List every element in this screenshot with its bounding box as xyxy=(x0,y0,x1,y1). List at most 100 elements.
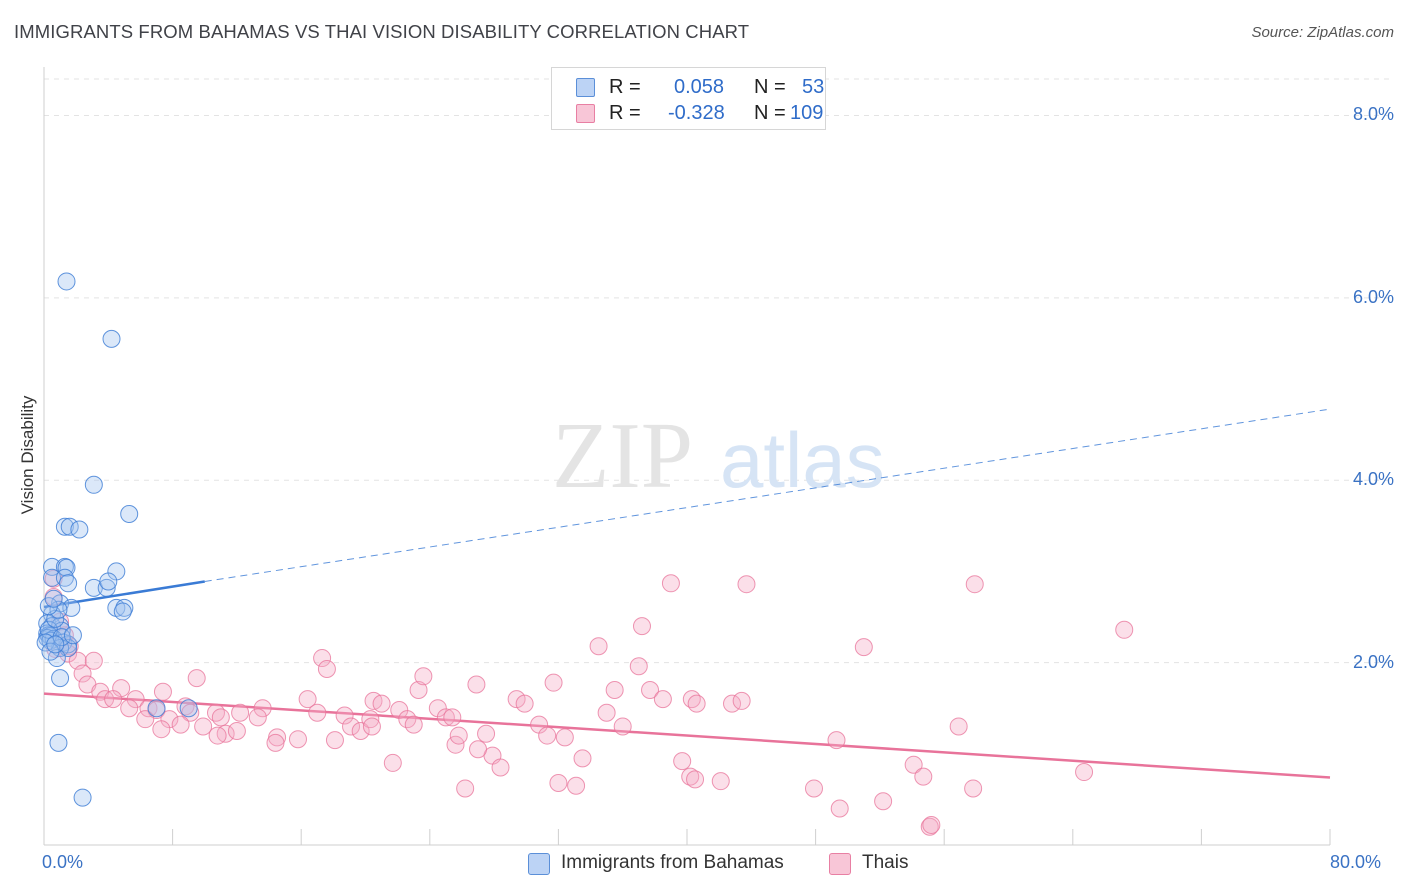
point-thais xyxy=(732,691,751,710)
point-thais xyxy=(613,717,632,736)
point-thais xyxy=(227,722,246,741)
point-thais xyxy=(922,815,941,834)
point-thais xyxy=(436,708,455,727)
point-thais xyxy=(1115,620,1134,639)
point-thais xyxy=(653,690,672,709)
point-thais xyxy=(544,673,563,692)
point-thais xyxy=(313,649,332,668)
data-points xyxy=(36,272,1134,836)
point-bahamas xyxy=(99,572,118,591)
point-thais xyxy=(854,638,873,657)
point-thais xyxy=(152,720,171,739)
point-thais xyxy=(711,772,730,791)
trendline-bahamas xyxy=(43,580,205,609)
point-thais xyxy=(589,637,608,656)
point-thais xyxy=(515,694,534,713)
legend-r-value: 0.058 xyxy=(674,76,725,98)
y-tick-label: 2.0% xyxy=(1352,651,1394,672)
watermark-atlas: atlas xyxy=(720,416,885,504)
point-thais xyxy=(342,717,361,736)
legend-swatch-thais xyxy=(576,104,595,123)
watermark: ZIP atlas xyxy=(552,404,885,508)
point-thais xyxy=(126,690,145,709)
source-credit: Source: ZipAtlas.com xyxy=(1251,24,1394,41)
x-tick-label-min: 0.0% xyxy=(42,852,84,872)
point-thais xyxy=(298,690,317,709)
point-thais xyxy=(351,722,370,741)
bottom-legend-label-thais: Thais xyxy=(862,852,909,873)
point-bahamas xyxy=(113,602,132,621)
point-thais xyxy=(830,799,849,818)
point-thais xyxy=(1075,763,1094,782)
legend-n-label: N = xyxy=(754,102,786,124)
point-thais xyxy=(84,651,103,670)
legend-r-value: -0.328 xyxy=(668,102,725,124)
chart-title: IMMIGRANTS FROM BAHAMAS VS THAI VISION D… xyxy=(14,21,750,42)
point-thais xyxy=(153,682,172,701)
point-thais xyxy=(874,792,893,811)
point-thais xyxy=(661,574,680,593)
point-thais xyxy=(449,726,468,745)
point-bahamas xyxy=(46,635,65,654)
point-bahamas xyxy=(47,649,66,668)
point-bahamas xyxy=(49,733,68,752)
point-thais xyxy=(681,767,700,786)
point-bahamas xyxy=(43,568,62,587)
legend-n-value: 53 xyxy=(802,76,825,98)
y-tick-label: 4.0% xyxy=(1352,469,1394,490)
legend-n-label: N = xyxy=(754,76,786,98)
trendline-bahamas-extended xyxy=(204,408,1331,582)
point-bahamas xyxy=(55,517,74,536)
point-bahamas xyxy=(51,669,70,688)
point-thais xyxy=(629,657,648,676)
axes xyxy=(43,67,1331,846)
point-thais xyxy=(964,779,983,798)
point-bahamas xyxy=(84,475,103,494)
legend-r-label: R = xyxy=(609,76,641,98)
point-thais xyxy=(136,710,155,729)
point-bahamas xyxy=(43,557,62,576)
watermark-zip: ZIP xyxy=(552,404,693,508)
point-thais xyxy=(827,731,846,750)
point-bahamas xyxy=(63,626,82,645)
point-thais xyxy=(404,715,423,734)
y-tick-label: 8.0% xyxy=(1352,104,1394,125)
point-thais xyxy=(187,669,206,688)
point-thais xyxy=(248,708,267,727)
point-thais xyxy=(361,710,380,729)
point-bahamas xyxy=(57,272,76,291)
point-thais xyxy=(120,699,139,718)
point-thais xyxy=(477,724,496,743)
point-bahamas xyxy=(120,504,139,523)
point-thais xyxy=(914,767,933,786)
point-bahamas xyxy=(73,788,92,807)
point-thais xyxy=(335,706,354,725)
point-thais xyxy=(804,779,823,798)
point-thais xyxy=(555,728,574,747)
point-thais xyxy=(687,694,706,713)
point-thais xyxy=(597,703,616,722)
point-thais xyxy=(231,703,250,722)
point-thais xyxy=(409,680,428,699)
point-bahamas xyxy=(44,589,63,608)
point-thais xyxy=(567,776,586,795)
point-thais xyxy=(253,699,272,718)
point-bahamas xyxy=(55,568,74,587)
point-thais xyxy=(171,715,190,734)
y-tick-label: 6.0% xyxy=(1352,286,1394,307)
bottom-legend-label-bahamas: Immigrants from Bahamas xyxy=(561,852,784,873)
point-bahamas xyxy=(102,329,121,348)
point-thais xyxy=(573,749,592,768)
point-thais xyxy=(467,675,486,694)
point-thais xyxy=(641,680,660,699)
bottom-legend-swatch-thais xyxy=(829,853,851,875)
point-thais xyxy=(414,667,433,686)
point-thais xyxy=(317,660,336,679)
point-thais xyxy=(673,752,692,771)
x-tick-label-max: 80.0% xyxy=(1330,852,1382,872)
point-thais xyxy=(104,690,123,709)
point-thais xyxy=(325,731,344,750)
legend-n-value: 109 xyxy=(790,102,824,124)
legend-r-label: R = xyxy=(609,102,641,124)
